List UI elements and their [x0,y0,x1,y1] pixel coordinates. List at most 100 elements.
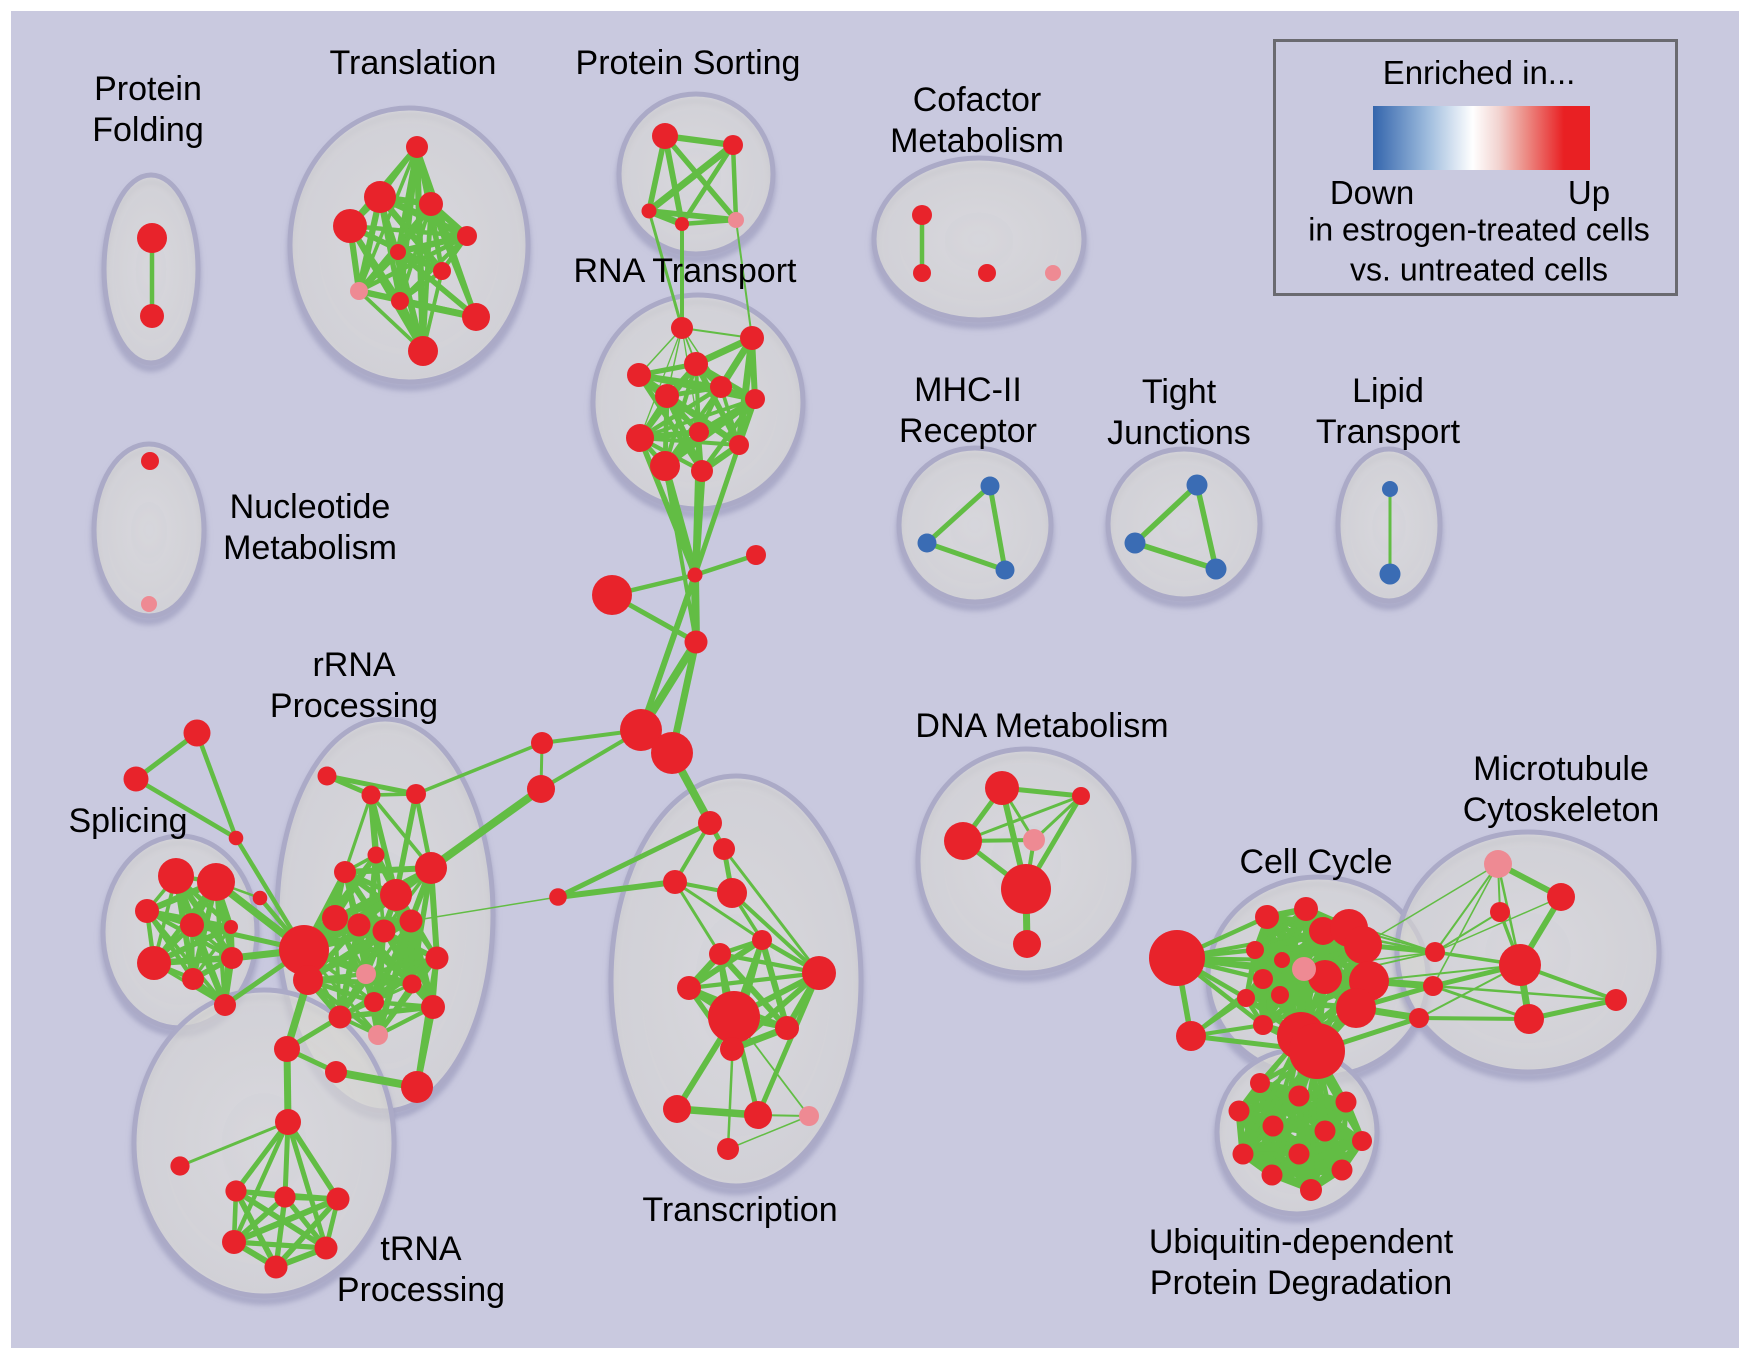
node-c1 [912,205,932,225]
edge-h1-h5 [758,939,791,1029]
cluster-label-cell-cycle: Cell Cycle [1239,843,1392,881]
legend-up-label: Up [1567,174,1611,211]
node-s9 [214,994,236,1016]
edge-hx1-hx6 [233,1189,279,1269]
node-g16 [421,995,445,1019]
node-p2 [723,135,743,155]
edge-hub1-chR [694,552,757,578]
cluster-label-transcription: Transcription [642,1191,837,1229]
node-tj3 [1205,558,1227,580]
edge-g3-g8 [393,793,419,896]
node-u6 [1314,1120,1336,1142]
node-r11 [650,451,680,481]
cluster-label-translation: Translation [330,44,497,82]
node-g5 [334,861,356,883]
node-u10 [1261,1164,1283,1186]
edge-tc2-h3 [722,848,821,974]
node-C [1255,905,1279,929]
node-n2 [141,596,157,612]
node-pf1 [137,223,167,253]
edge-V-mt5 [1432,984,1530,1021]
node-r10 [729,435,749,455]
cluster-label-microtubule-cytoskeleton: Microtubule Cytoskeleton [1463,750,1660,829]
edge-h3-l2 [755,972,822,1116]
node-u8 [1232,1143,1254,1165]
cluster-label-ubiquitin-dependent-protein-degradation: Ubiquitin-dependent Protein Degradation [1149,1223,1454,1302]
node-g17 [368,1025,388,1045]
node-hx1 [225,1180,247,1202]
node-U [1425,942,1445,962]
node-chMid [684,630,708,654]
edge-tri1-tri3 [194,732,239,839]
node-s2 [197,863,235,901]
node-sc [252,890,268,906]
node-I [1336,988,1376,1028]
cluster-label-lipid-transport: Lipid Transport [1316,372,1461,451]
edge-r11-chMid [663,465,698,643]
cluster-label-nucleotide-metabolism: Nucleotide Metabolism [223,488,397,567]
node-g19 [325,1061,347,1083]
edge-hx2-hx6 [273,1196,288,1268]
node-mt4 [1499,944,1541,986]
node-p4 [675,217,689,231]
node-r9 [689,422,709,442]
node-hB [708,991,760,1043]
node-mt1 [1484,850,1512,878]
node-J [1308,960,1342,994]
edge-m2-m3 [926,540,1006,573]
node-r6 [655,384,679,408]
node-h5 [775,1016,799,1040]
edge-tri2-tri3 [134,777,238,840]
edge-T-mt5 [1418,1016,1530,1021]
node-L [1246,941,1264,959]
node-p5 [728,212,744,228]
cluster-label-protein-folding: Protein Folding [92,70,204,149]
legend-gradient-bar [1373,106,1590,170]
edge-ht-hx5 [285,1121,329,1249]
node-g15 [364,992,384,1012]
node-u5 [1262,1115,1284,1137]
edge-ht-hx1 [234,1120,290,1193]
edge-tc3-h1 [674,880,763,942]
edge-h2-h5 [717,951,790,1031]
node-h4 [677,976,701,1000]
node-hx6 [264,1255,288,1279]
cluster-ellipse-mhc-ii-receptor [896,445,1054,605]
node-K [1292,957,1316,981]
node-T [1409,1008,1429,1028]
node-t10 [462,303,490,331]
node-tri2 [123,766,149,792]
node-Bc [1176,1021,1206,1051]
edge-r7-r8 [639,397,756,440]
node-g3 [406,784,426,804]
node-g8 [380,879,412,911]
edge-d2-d3 [962,794,1082,843]
node-m1 [980,476,1000,496]
legend-down-label: Down [1329,174,1415,211]
node-hx3 [326,1187,350,1211]
node-l2 [744,1101,772,1129]
node-pk [799,1106,819,1126]
edge-tj1-tj2 [1133,482,1199,546]
node-u2 [1288,1085,1310,1107]
node-g10 [372,919,396,943]
node-s6 [221,947,243,969]
node-s7 [137,946,171,980]
node-d6 [1013,930,1041,958]
node-l3 [717,1138,739,1160]
node-g4 [415,852,447,884]
edge-h3-h4 [688,970,820,991]
edge-t2-t8 [355,196,384,292]
edge-hx3-hx6 [273,1197,341,1269]
node-G [1344,926,1382,964]
node-Ec [1309,917,1337,945]
node-g11 [399,909,423,933]
node-h1 [752,930,772,950]
node-s5 [224,920,238,934]
node-d1 [985,771,1019,805]
legend-title: Enriched in... [1382,54,1576,91]
edge-l3-pk [727,1115,810,1150]
cluster-label-splicing: Splicing [68,802,187,840]
